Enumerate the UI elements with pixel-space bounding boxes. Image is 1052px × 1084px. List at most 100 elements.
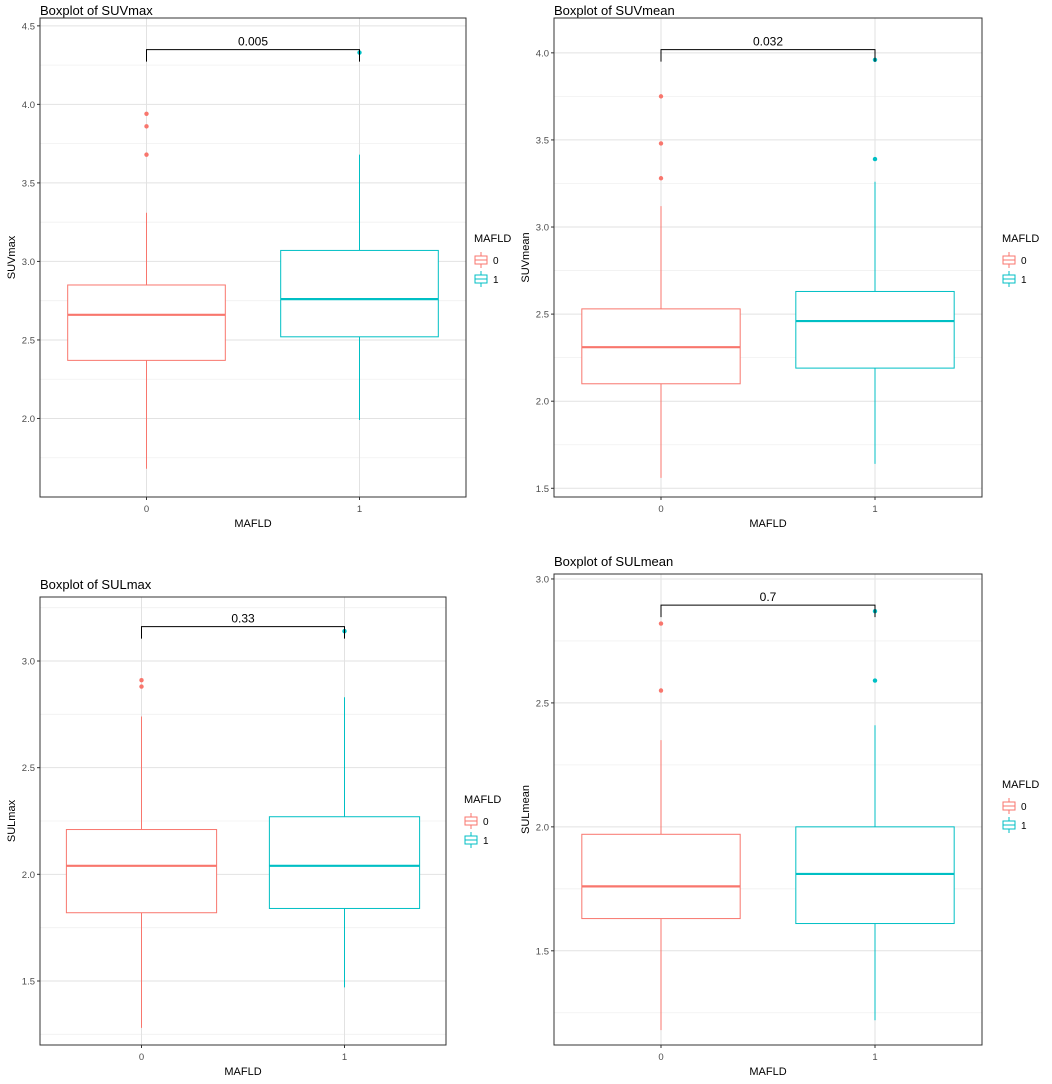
legend-key-1 [474,271,488,287]
legend-key-0 [1002,252,1016,268]
box-group-0 [65,678,218,1028]
panel-border [39,596,447,1046]
x-tick-label: 1 [357,504,362,515]
x-axis-label: MAFLD [224,1066,261,1078]
outlier-point [872,156,878,162]
y-axis-label: SUVmax [6,235,18,279]
y-tick-label: 2.5 [536,698,549,709]
y-axis-label: SULmean [520,785,532,834]
outlier-point [658,176,664,181]
x-axis-label: MAFLD [234,518,271,530]
legend-entry-label: 0 [1021,802,1027,813]
y-axis-label: SUVmean [520,232,532,282]
x-tick-label: 1 [342,1052,347,1063]
box-group-1 [795,608,955,1021]
y-tick-label: 2.0 [22,870,35,881]
box-group-1 [268,628,421,988]
y-tick-label: 3.5 [22,178,35,189]
outlier-point [658,688,664,693]
chart-panel-3: 0.33 1.5 2.0 2.5 3.0 0 1 Boxplot of SULmax MAFLD… [6,577,501,1078]
legend-entry-label: 0 [483,817,489,828]
legend-title: MAFLD [1002,233,1039,245]
y-tick-label: 1.5 [536,484,549,495]
significance-bracket [146,49,360,62]
chart-panel-2: 0.032 1.5 2.0 2.5 3.0 3.5 4.0 0 1 Boxplot of SUVm… [520,3,1039,530]
legend-key-1 [1002,271,1016,287]
significance-bracket [141,626,345,639]
panel-border [553,573,983,1046]
y-tick-label: 2.0 [22,414,35,425]
box-group-0 [67,111,226,469]
legend-entry-label: 0 [493,256,499,267]
y-tick-label: 4.5 [22,21,35,32]
outlier-point [144,152,149,157]
significance-bracket [660,49,876,62]
panel-border [39,17,467,498]
legend-key-1 [1002,817,1016,833]
outlier-point [139,678,144,683]
box-iqr [581,833,741,920]
p-value-label: 0.032 [753,35,783,49]
legend-title: MAFLD [464,794,501,806]
outlier-point [144,111,149,117]
x-tick-label: 0 [658,1052,663,1063]
legend: MAFLD 0 1 [474,233,511,287]
box-group-0 [581,94,741,478]
y-tick-label: 2.5 [22,763,35,774]
box-iqr [795,290,955,369]
outlier-point [139,684,144,689]
chart-panel-4: 0.7 1.5 2.0 2.5 3.0 0 1 Boxplot of SULmean MAFLD… [520,554,1039,1078]
p-value-label: 0.7 [760,590,777,604]
box-iqr [65,829,218,914]
legend-key-0 [474,252,488,268]
y-tick-label: 1.5 [536,946,549,957]
chart-title: Boxplot of SUVmean [554,3,675,18]
y-tick-label: 3.5 [536,135,549,146]
x-axis-label: MAFLD [749,1066,786,1078]
legend-entry-label: 1 [493,275,499,286]
outlier-point [144,124,149,129]
box-iqr [795,826,955,925]
chart-title: Boxplot of SULmax [40,577,152,592]
box-group-0 [581,621,741,1031]
legend: MAFLD 0 1 [464,794,501,848]
p-value-label: 0.33 [231,612,255,626]
x-tick-label: 0 [139,1052,144,1063]
legend-title: MAFLD [474,233,511,245]
x-tick-label: 1 [872,504,877,515]
legend-entry-label: 1 [483,836,489,847]
legend: MAFLD 0 1 [1002,233,1039,287]
legend: MAFLD 0 1 [1002,779,1039,833]
y-axis-label: SULmax [6,799,18,842]
box-iqr [268,816,421,909]
y-tick-label: 2.0 [536,397,549,408]
legend-title: MAFLD [1002,779,1039,791]
y-tick-label: 1.5 [22,977,35,988]
y-tick-label: 3.0 [22,257,35,268]
box-group-1 [280,50,439,421]
x-axis-label: MAFLD [749,518,786,530]
y-tick-label: 2.5 [22,335,35,346]
panel-border [553,17,983,498]
legend-key-0 [1002,798,1016,814]
significance-bracket [660,604,876,618]
y-tick-label: 2.5 [536,310,549,321]
y-tick-label: 4.0 [536,48,549,59]
y-tick-label: 3.0 [22,657,35,668]
legend-entry-label: 0 [1021,256,1027,267]
x-tick-label: 0 [144,504,149,515]
y-tick-label: 3.0 [536,223,549,234]
y-tick-label: 2.0 [536,822,549,833]
box-iqr [280,249,439,338]
box-group-1 [795,57,955,464]
legend-key-0 [464,813,478,829]
outlier-point [658,141,664,146]
legend-key-1 [464,832,478,848]
x-tick-label: 1 [872,1052,877,1063]
y-tick-label: 3.0 [536,574,549,585]
chart-title: Boxplot of SUVmax [40,3,153,18]
chart-title: Boxplot of SULmean [554,554,673,569]
outlier-point [658,621,664,626]
box-iqr [67,284,226,361]
